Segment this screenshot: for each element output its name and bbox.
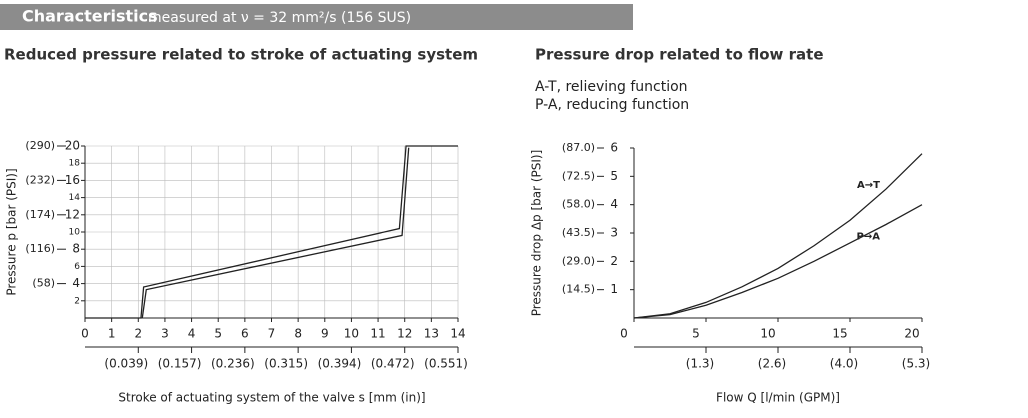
y-tick-label: 10 (69, 228, 81, 238)
x-tick-label: 5 (214, 327, 222, 341)
series-label: P→A (857, 232, 881, 243)
x-axis-label: Stroke of actuating system of the valve … (118, 391, 425, 405)
line-series (85, 145, 458, 319)
y-tick-label: 16 (65, 173, 80, 187)
x-secondary-label: (5.3) (902, 357, 930, 371)
line-series (141, 147, 410, 319)
y-secondary-label: (116) (25, 242, 55, 255)
y-tick-label: 12 (65, 207, 80, 221)
x-secondary-label: (0.394) (318, 357, 362, 371)
x-tick-label: 0 (81, 327, 89, 341)
x-tick-label: 10 (760, 327, 775, 341)
line-series (633, 204, 923, 319)
x-secondary-label: (4.0) (830, 357, 858, 371)
header-title: Characteristics (22, 7, 158, 26)
x-tick-label: 20 (904, 327, 919, 341)
y-secondary-label: (72.5) (562, 169, 595, 182)
x-secondary-label: (0.551) (424, 357, 468, 371)
x-tick-label: 10 (344, 327, 359, 341)
x-axis-label: Flow Q [l/min (GPM)] (716, 391, 840, 405)
x-tick-label: 5 (692, 327, 700, 341)
y-secondary-label: (43.5) (562, 226, 595, 239)
x-tick-label: 8 (294, 327, 302, 341)
chart-title: Reduced pressure related to stroke of ac… (4, 46, 478, 64)
x-tick-label: 9 (321, 327, 329, 341)
x-secondary-label: (0.157) (158, 357, 202, 371)
y-tick-label: 6 (610, 141, 618, 155)
y-tick-label: 4 (610, 197, 618, 211)
y-tick-label: 3 (610, 226, 618, 240)
x-secondary-label: (1.3) (686, 357, 714, 371)
x-secondary-label: (0.315) (264, 357, 308, 371)
series-label: A→T (857, 180, 880, 191)
chart-subtitle: P-A, reducing function (535, 97, 689, 113)
y-tick-label: 6 (74, 262, 80, 272)
x-secondary-label: (0.236) (211, 357, 255, 371)
x-secondary-label: (2.6) (758, 357, 786, 371)
x-tick-label: 15 (832, 327, 847, 341)
x-tick-label: 1 (108, 327, 116, 341)
y-tick-label: 1 (610, 282, 618, 296)
y-tick-label: 4 (72, 276, 80, 290)
x-tick-label: 7 (268, 327, 276, 341)
line-series (633, 153, 923, 319)
y-secondary-label: (29.0) (562, 254, 595, 267)
header-bar (0, 4, 633, 30)
y-tick-label: 8 (72, 242, 80, 256)
x-secondary-label: (0.472) (371, 357, 415, 371)
y-secondary-label: (290) (25, 139, 55, 152)
y-secondary-label: (232) (25, 173, 55, 186)
x-tick-label: 3 (161, 327, 169, 341)
y-secondary-label: (14.5) (562, 283, 595, 296)
header-subtitle: measured at ν = 32 mm²/s (156 SUS) (148, 10, 411, 26)
y-secondary-label: (174) (25, 208, 55, 221)
y-tick-label: 14 (69, 193, 81, 203)
chart-subtitle: A-T, relieving function (535, 79, 688, 95)
x-tick-label: 13 (424, 327, 439, 341)
y-secondary-label: (58) (32, 277, 55, 290)
y-axis-label: Pressure p [bar (PSI)] (5, 168, 19, 295)
y-tick-label: 18 (69, 159, 81, 169)
y-tick-label: 20 (65, 139, 80, 153)
y-axis-label: Pressure drop Δp [bar (PSI)] (530, 150, 544, 317)
y-tick-label: 2 (74, 296, 80, 306)
x-secondary-label: (0.039) (104, 357, 148, 371)
x-tick-label: 14 (450, 327, 465, 341)
x-tick-label: 0 (620, 327, 628, 341)
x-tick-label: 12 (397, 327, 412, 341)
x-tick-label: 11 (370, 327, 385, 341)
chart-title: Pressure drop related to flow rate (535, 46, 824, 64)
y-tick-label: 2 (610, 254, 618, 268)
y-secondary-label: (58.0) (562, 198, 595, 211)
y-secondary-label: (87.0) (562, 141, 595, 154)
x-tick-label: 2 (134, 327, 142, 341)
x-tick-label: 4 (188, 327, 196, 341)
y-tick-label: 5 (610, 169, 618, 183)
x-tick-label: 6 (241, 327, 249, 341)
